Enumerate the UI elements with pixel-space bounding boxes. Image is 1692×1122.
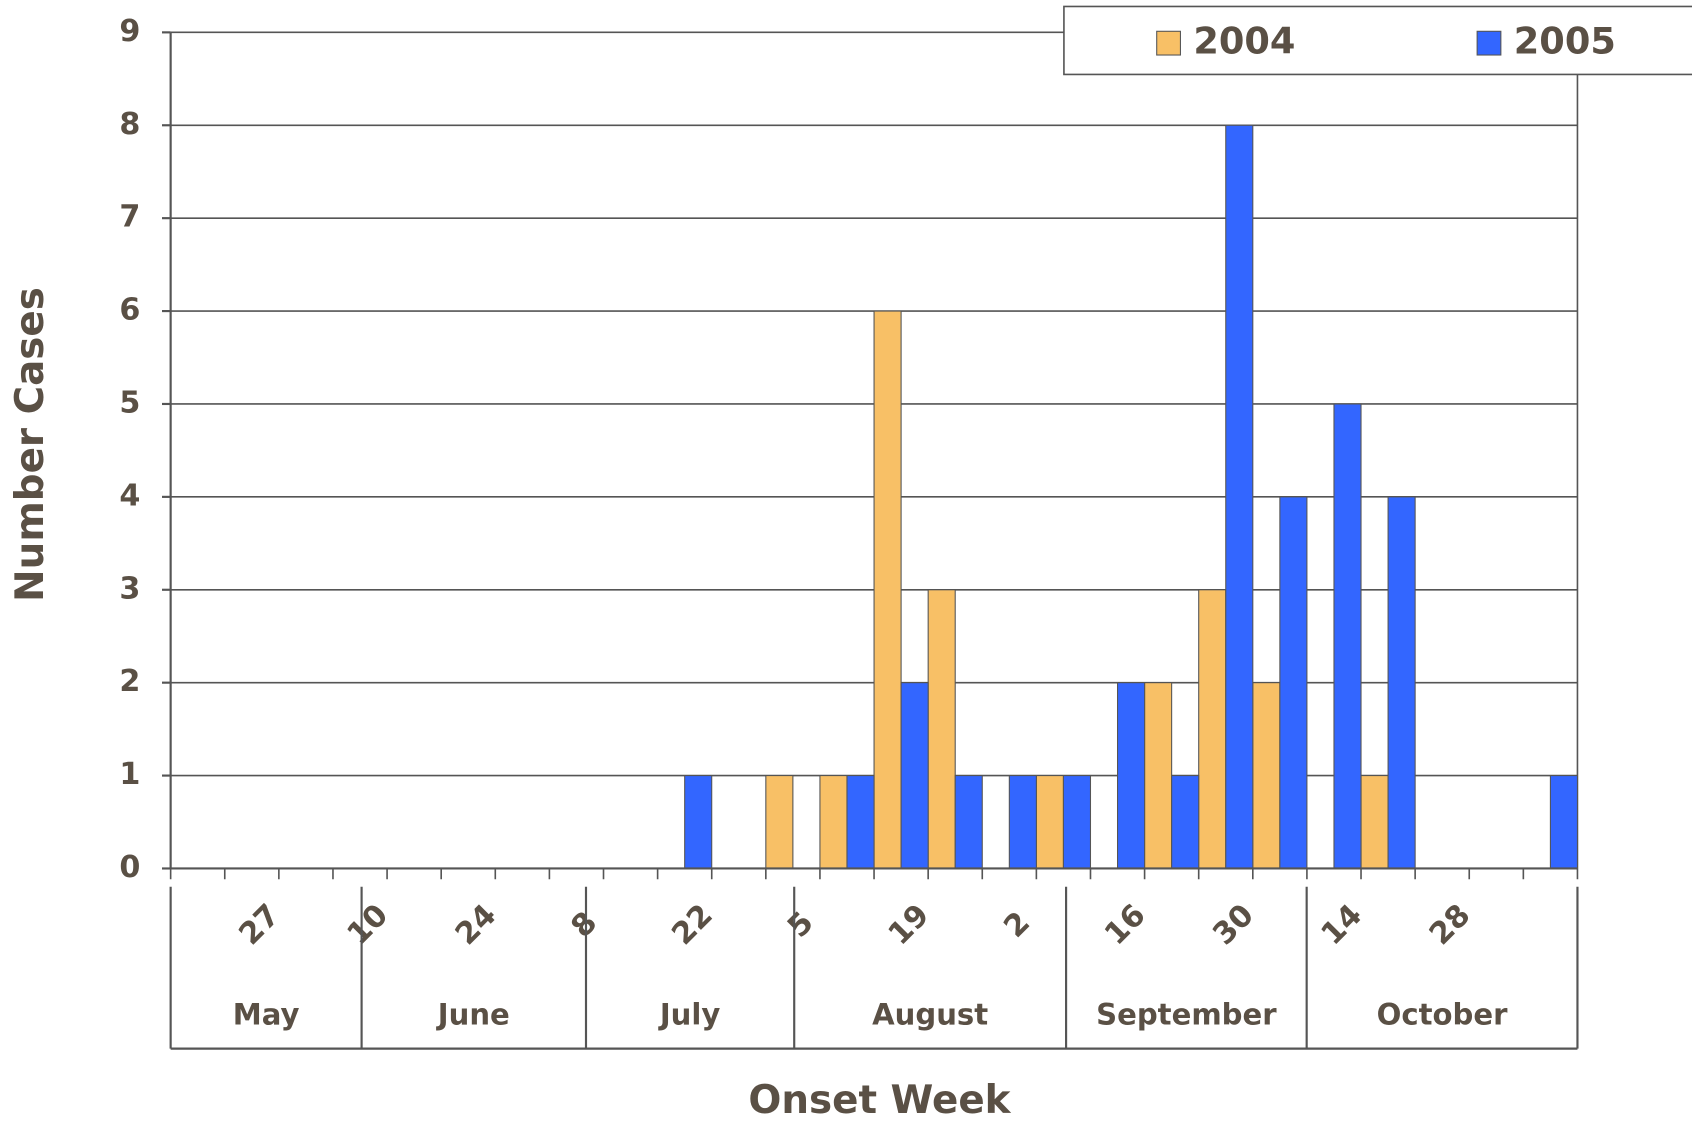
bar	[1279, 496, 1308, 870]
bar	[765, 775, 794, 870]
bar	[1549, 775, 1578, 870]
bar	[1035, 775, 1064, 870]
bar	[1062, 775, 1092, 870]
bar	[1008, 775, 1037, 870]
bar	[1144, 682, 1173, 870]
y-tick-label: 5	[119, 385, 140, 420]
legend-label: 2004	[1193, 20, 1295, 63]
y-axis-label: Number Cases	[8, 287, 53, 602]
bar	[819, 775, 848, 870]
bar	[900, 682, 929, 870]
bar	[1360, 775, 1389, 870]
bar	[684, 775, 713, 870]
x-tick-label: 5	[781, 905, 821, 945]
x-tick-label: 14	[1315, 898, 1369, 952]
bar	[1116, 682, 1146, 870]
y-tick-label: 4	[119, 478, 140, 513]
x-tick-label: 2	[997, 905, 1037, 945]
x-tick-label: 24	[449, 898, 503, 952]
x-tick-label: 16	[1098, 898, 1152, 952]
bar	[1387, 496, 1416, 870]
y-tick-label: 6	[119, 293, 140, 328]
y-tick-label: 2	[119, 664, 140, 699]
bar	[927, 589, 956, 870]
y-tick-label: 7	[119, 200, 140, 235]
bar	[1171, 775, 1200, 870]
month-label: August	[872, 997, 988, 1031]
month-label: October	[1377, 997, 1508, 1031]
bar	[1225, 124, 1254, 870]
x-tick-label: 19	[882, 898, 936, 952]
bar	[873, 310, 902, 870]
y-tick-label: 3	[119, 571, 140, 606]
y-tick-label: 9	[119, 14, 140, 49]
y-tick-label: 0	[119, 850, 140, 885]
y-tick-label: 1	[119, 757, 140, 792]
bar	[954, 775, 983, 870]
y-tick-label: 8	[119, 107, 140, 142]
x-tick-label: 22	[665, 898, 719, 952]
month-label: July	[658, 997, 721, 1031]
month-label: May	[233, 997, 300, 1031]
legend-label: 2005	[1514, 20, 1616, 63]
month-label: September	[1096, 997, 1277, 1031]
x-axis-label: Onset Week	[748, 1078, 1011, 1122]
bar	[846, 775, 875, 870]
x-tick-label: 27	[232, 898, 286, 952]
x-tick-label: 30	[1206, 898, 1260, 952]
x-tick-label: 8	[565, 905, 605, 945]
x-tick-label: 10	[341, 898, 395, 952]
bar	[1198, 589, 1227, 870]
bar	[1333, 403, 1362, 870]
legend-swatch	[1156, 30, 1181, 56]
x-tick-label: 28	[1423, 898, 1477, 952]
bar	[1252, 682, 1281, 870]
legend-swatch	[1476, 30, 1502, 56]
month-label: June	[436, 997, 510, 1031]
